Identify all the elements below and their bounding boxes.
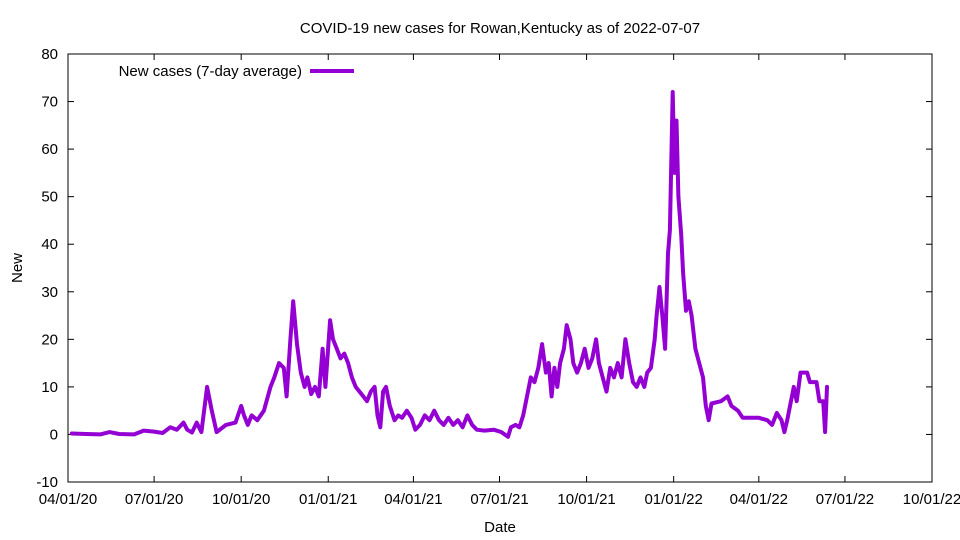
x-tick-label: 10/01/22 [903, 491, 960, 508]
x-tick-label: 04/01/21 [384, 491, 442, 508]
x-tick-label: 10/01/20 [212, 491, 270, 508]
y-tick-label: 80 [41, 46, 58, 63]
y-tick-label: 70 [41, 94, 58, 111]
y-axis-label: New [9, 253, 26, 283]
y-tick-label: 20 [41, 331, 58, 348]
x-axis-label: Date [484, 519, 516, 536]
x-tick-label: 04/01/22 [730, 491, 788, 508]
x-tick-label: 07/01/20 [125, 491, 183, 508]
y-tick-label: 30 [41, 284, 58, 301]
y-tick-label: -10 [36, 474, 58, 491]
y-tick-label: 50 [41, 189, 58, 206]
y-tick-label: 40 [41, 236, 58, 253]
y-tick-label: 60 [41, 141, 58, 158]
y-tick-label: 0 [50, 426, 58, 443]
x-tick-label: 01/01/21 [299, 491, 357, 508]
x-tick-label: 10/01/21 [557, 491, 615, 508]
y-tick-label: 10 [41, 379, 58, 396]
plot-frame [67, 53, 933, 483]
legend: New cases (7-day average) [119, 63, 354, 80]
x-tick-label: 04/01/20 [39, 491, 97, 508]
legend-label: New cases (7-day average) [119, 63, 302, 80]
axis-ticks: -10 0 10 20 30 40 50 60 70 80 04/01/20 07/01/20 10/0… [36, 46, 960, 508]
x-tick-label: 07/01/21 [470, 491, 528, 508]
x-tick-label: 07/01/22 [816, 491, 874, 508]
chart-title: COVID-19 new cases for Rowan,Kentucky as… [300, 20, 700, 37]
series-layer [69, 90, 829, 439]
x-tick-label: 01/01/22 [644, 491, 702, 508]
series-line-new-cases [69, 90, 829, 439]
